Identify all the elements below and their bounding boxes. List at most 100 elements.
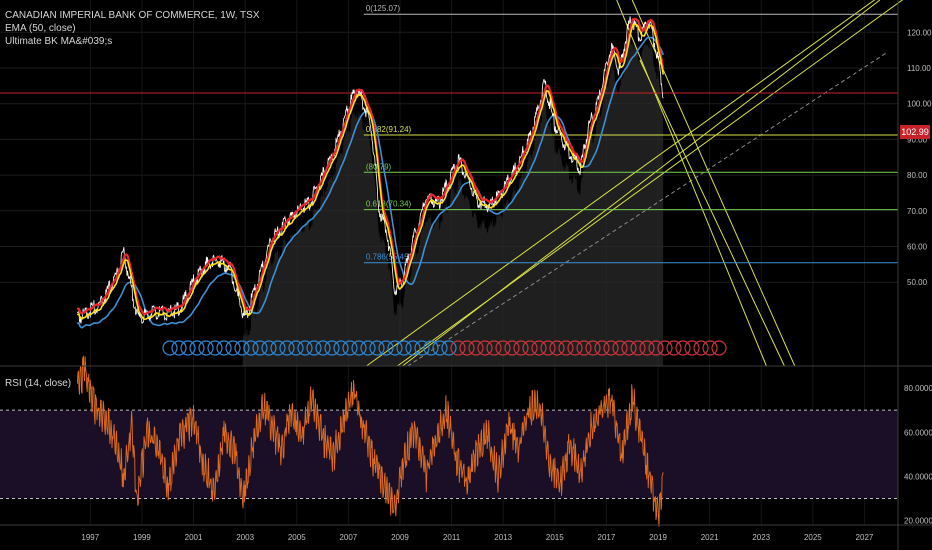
- rsi-legend[interactable]: RSI (14, close): [5, 378, 72, 389]
- signal-circle: [450, 340, 466, 356]
- signal-circle: [288, 340, 304, 356]
- signal-circle: [495, 340, 511, 356]
- ultimate-ma-legend[interactable]: Ultimate BK MA&#039;s: [5, 36, 113, 47]
- price-tick-label: 110.00: [907, 64, 931, 73]
- channel-line: [366, 0, 876, 367]
- signal-circle: [585, 340, 601, 356]
- signal-circle: [279, 340, 295, 356]
- signal-circle: [378, 340, 394, 356]
- signal-circle: [711, 340, 727, 356]
- time-tick-label: 2013: [494, 533, 512, 542]
- signal-circle: [486, 340, 502, 356]
- rsi-tick-label: 80.0000: [904, 384, 932, 393]
- signal-circle: [648, 340, 664, 356]
- rsi-tick-label: 60.0000: [904, 428, 932, 437]
- signal-circle: [342, 340, 358, 356]
- signal-circle: [207, 340, 223, 356]
- time-tick-label: 2007: [339, 533, 357, 542]
- fib-level-label: 0.618(70.34): [366, 200, 412, 209]
- signal-circle: [693, 340, 709, 356]
- price-line: [77, 16, 664, 324]
- signal-circle: [504, 340, 520, 356]
- signal-circle: [324, 340, 340, 356]
- descending-line: [639, 59, 785, 367]
- signal-circle: [252, 340, 268, 356]
- price-tick-label: 60.00: [907, 243, 928, 252]
- signal-circle: [360, 340, 376, 356]
- signal-circle: [234, 340, 250, 356]
- descending-line: [616, 0, 767, 367]
- signal-circle: [531, 340, 547, 356]
- time-tick-label: 2015: [546, 533, 564, 542]
- fib-level-label: 0.786(55.45): [366, 253, 412, 262]
- price-tick-label: 130.00: [907, 0, 932, 2]
- price-tick-label: 50.00: [907, 278, 928, 287]
- price-tick-label: 90.00: [907, 135, 928, 144]
- signal-circle: [414, 340, 430, 356]
- signal-circle: [423, 340, 439, 356]
- signal-circle: [315, 340, 331, 356]
- signal-circle: [513, 340, 529, 356]
- fast-ma-red-line: [76, 17, 665, 316]
- signal-circle: [261, 340, 277, 356]
- signal-circle: [657, 340, 673, 356]
- price-tick-label: 100.00: [907, 100, 932, 109]
- signal-circle: [549, 340, 565, 356]
- signal-circle: [594, 340, 610, 356]
- signal-circle: [216, 340, 232, 356]
- signal-circle: [684, 340, 700, 356]
- signal-circle: [432, 340, 448, 356]
- signal-circle: [351, 340, 367, 356]
- time-tick-label: 2025: [804, 533, 822, 542]
- signal-circle: [702, 340, 718, 356]
- fib-level-label: 0.382(91.24): [366, 125, 412, 134]
- signal-circle: [225, 340, 241, 356]
- time-tick-label: 2019: [649, 533, 667, 542]
- price-tick-label: 80.00: [907, 171, 928, 180]
- signal-circle: [396, 340, 412, 356]
- signal-circle: [621, 340, 637, 356]
- price-series: [76, 16, 665, 329]
- signal-circle: [333, 340, 349, 356]
- time-tick-label: 2011: [443, 533, 461, 542]
- signal-circle: [441, 340, 457, 356]
- price-tick-label: 70.00: [907, 207, 928, 216]
- signal-circle: [612, 340, 628, 356]
- rsi-line: [76, 355, 664, 527]
- signal-circle: [468, 340, 484, 356]
- price-tick-label: 120.00: [907, 28, 932, 37]
- rsi-tick-label: 20.0000: [904, 517, 932, 526]
- signal-circle: [189, 340, 205, 356]
- time-tick-label: 2027: [856, 533, 874, 542]
- channel-line: [402, 0, 881, 367]
- signal-circle: [540, 340, 556, 356]
- signal-circle: [171, 340, 187, 356]
- signal-circle: [243, 340, 259, 356]
- signal-circle: [567, 340, 583, 356]
- time-tick-label: 2005: [288, 533, 306, 542]
- signal-circle: [306, 340, 322, 356]
- time-tick-label: 2003: [236, 533, 254, 542]
- signal-circle: [387, 340, 403, 356]
- rsi-tick-label: 40.0000: [904, 472, 932, 481]
- time-tick-label: 2001: [185, 533, 203, 542]
- signal-circle: [576, 340, 592, 356]
- ema-legend[interactable]: EMA (50, close): [5, 23, 76, 34]
- signal-circle: [477, 340, 493, 356]
- signal-circle: [639, 340, 655, 356]
- rsi-pane: [0, 355, 898, 527]
- signal-circle: [297, 340, 313, 356]
- time-tick-label: 2009: [391, 533, 409, 542]
- time-tick-label: 1997: [81, 533, 99, 542]
- time-tick-label: 1999: [133, 533, 151, 542]
- last-price-badge: 102.99: [900, 125, 930, 139]
- signal-circle: [558, 340, 574, 356]
- signal-circle: [369, 340, 385, 356]
- signal-circles-row: [162, 340, 727, 356]
- fibonacci-levels: 0(125.07)0.382(91.24)(80.79)0.618(70.34)…: [0, 4, 898, 264]
- signal-circle: [459, 340, 475, 356]
- fast-ma-yellow-line: [76, 23, 664, 321]
- chart-title: CANADIAN IMPERIAL BANK OF COMMERCE, 1W, …: [5, 10, 260, 21]
